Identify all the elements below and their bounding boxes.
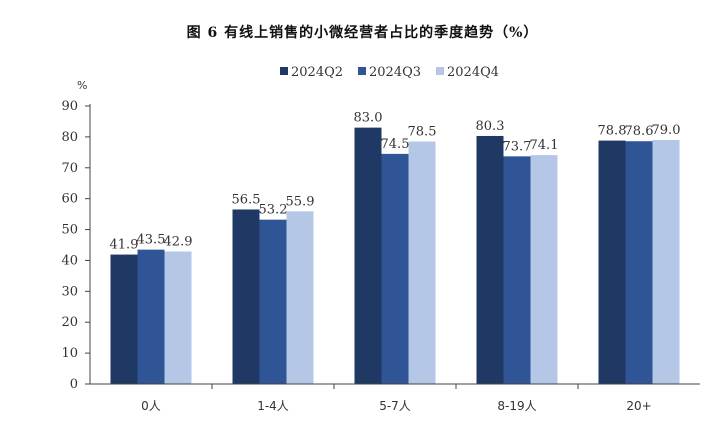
bar [381,153,409,384]
x-tick-label: 5-7人 [379,399,411,413]
y-tick-label: 50 [61,223,78,238]
bar [110,254,138,384]
bar [259,219,287,384]
y-tick-label: 80 [61,130,78,145]
data-label: 56.5 [232,192,261,207]
bar [476,135,504,384]
legend: 2024Q2 2024Q3 2024Q4 [280,65,499,80]
y-tick-label: 90 [61,99,78,114]
data-label: 55.9 [286,194,315,209]
y-tick-label: 30 [61,284,78,299]
bar [408,141,436,384]
x-axis: 0人 1-4人 5-7人 8-19人 20+ [90,383,700,413]
data-label: 80.3 [476,119,505,134]
y-tick-label: 70 [61,161,78,176]
bar [625,141,653,384]
data-labels: 41.943.542.9 56.553.255.9 83.0 74.578.5 80.3… [110,111,681,253]
x-tick-label: 8-19人 [497,399,536,413]
y-tick-label: 10 [61,346,78,361]
bar [652,139,680,384]
y-tick-label: 60 [61,192,78,207]
y-axis-unit-label: % [77,79,87,92]
data-label: 78.6 [625,124,654,139]
x-tick-label: 20+ [626,399,651,413]
bar [530,155,558,384]
bar [232,209,260,384]
data-label: 83.0 [354,111,383,126]
legend-swatch [436,67,444,75]
data-label: 79.0 [652,123,681,138]
bar [598,140,626,384]
data-label: 74.1 [530,138,559,153]
data-label: 78.8 [598,124,627,139]
data-label: 41.9 [110,238,139,253]
y-tick-label: 40 [61,253,78,268]
legend-label: 2024Q4 [447,65,499,80]
bar [503,156,531,384]
bars [110,127,680,384]
data-label: 43.5 [137,233,166,248]
data-label: 42.9 [164,234,193,249]
data-label: 78.5 [408,125,437,140]
x-tick-label: 0人 [141,399,161,413]
legend-label: 2024Q2 [291,65,343,80]
bar [354,127,382,384]
data-label: 73.7 [503,139,532,154]
data-label: 74.5 [381,137,410,152]
y-tick-label: 0 [70,377,78,392]
legend-label: 2024Q3 [369,65,421,80]
y-tick-label: 20 [61,315,78,330]
legend-swatch [358,67,366,75]
chart-title: 图 6 有线上销售的小微经营者占比的季度趋势（%） [186,25,539,41]
data-label: 53.2 [259,203,288,218]
bar [164,251,192,384]
y-axis: 0 10 20 30 40 50 60 70 80 90 [61,99,91,392]
bar [137,249,165,384]
legend-swatch [280,67,288,75]
bar [286,211,314,384]
x-tick-label: 1-4人 [257,399,289,413]
